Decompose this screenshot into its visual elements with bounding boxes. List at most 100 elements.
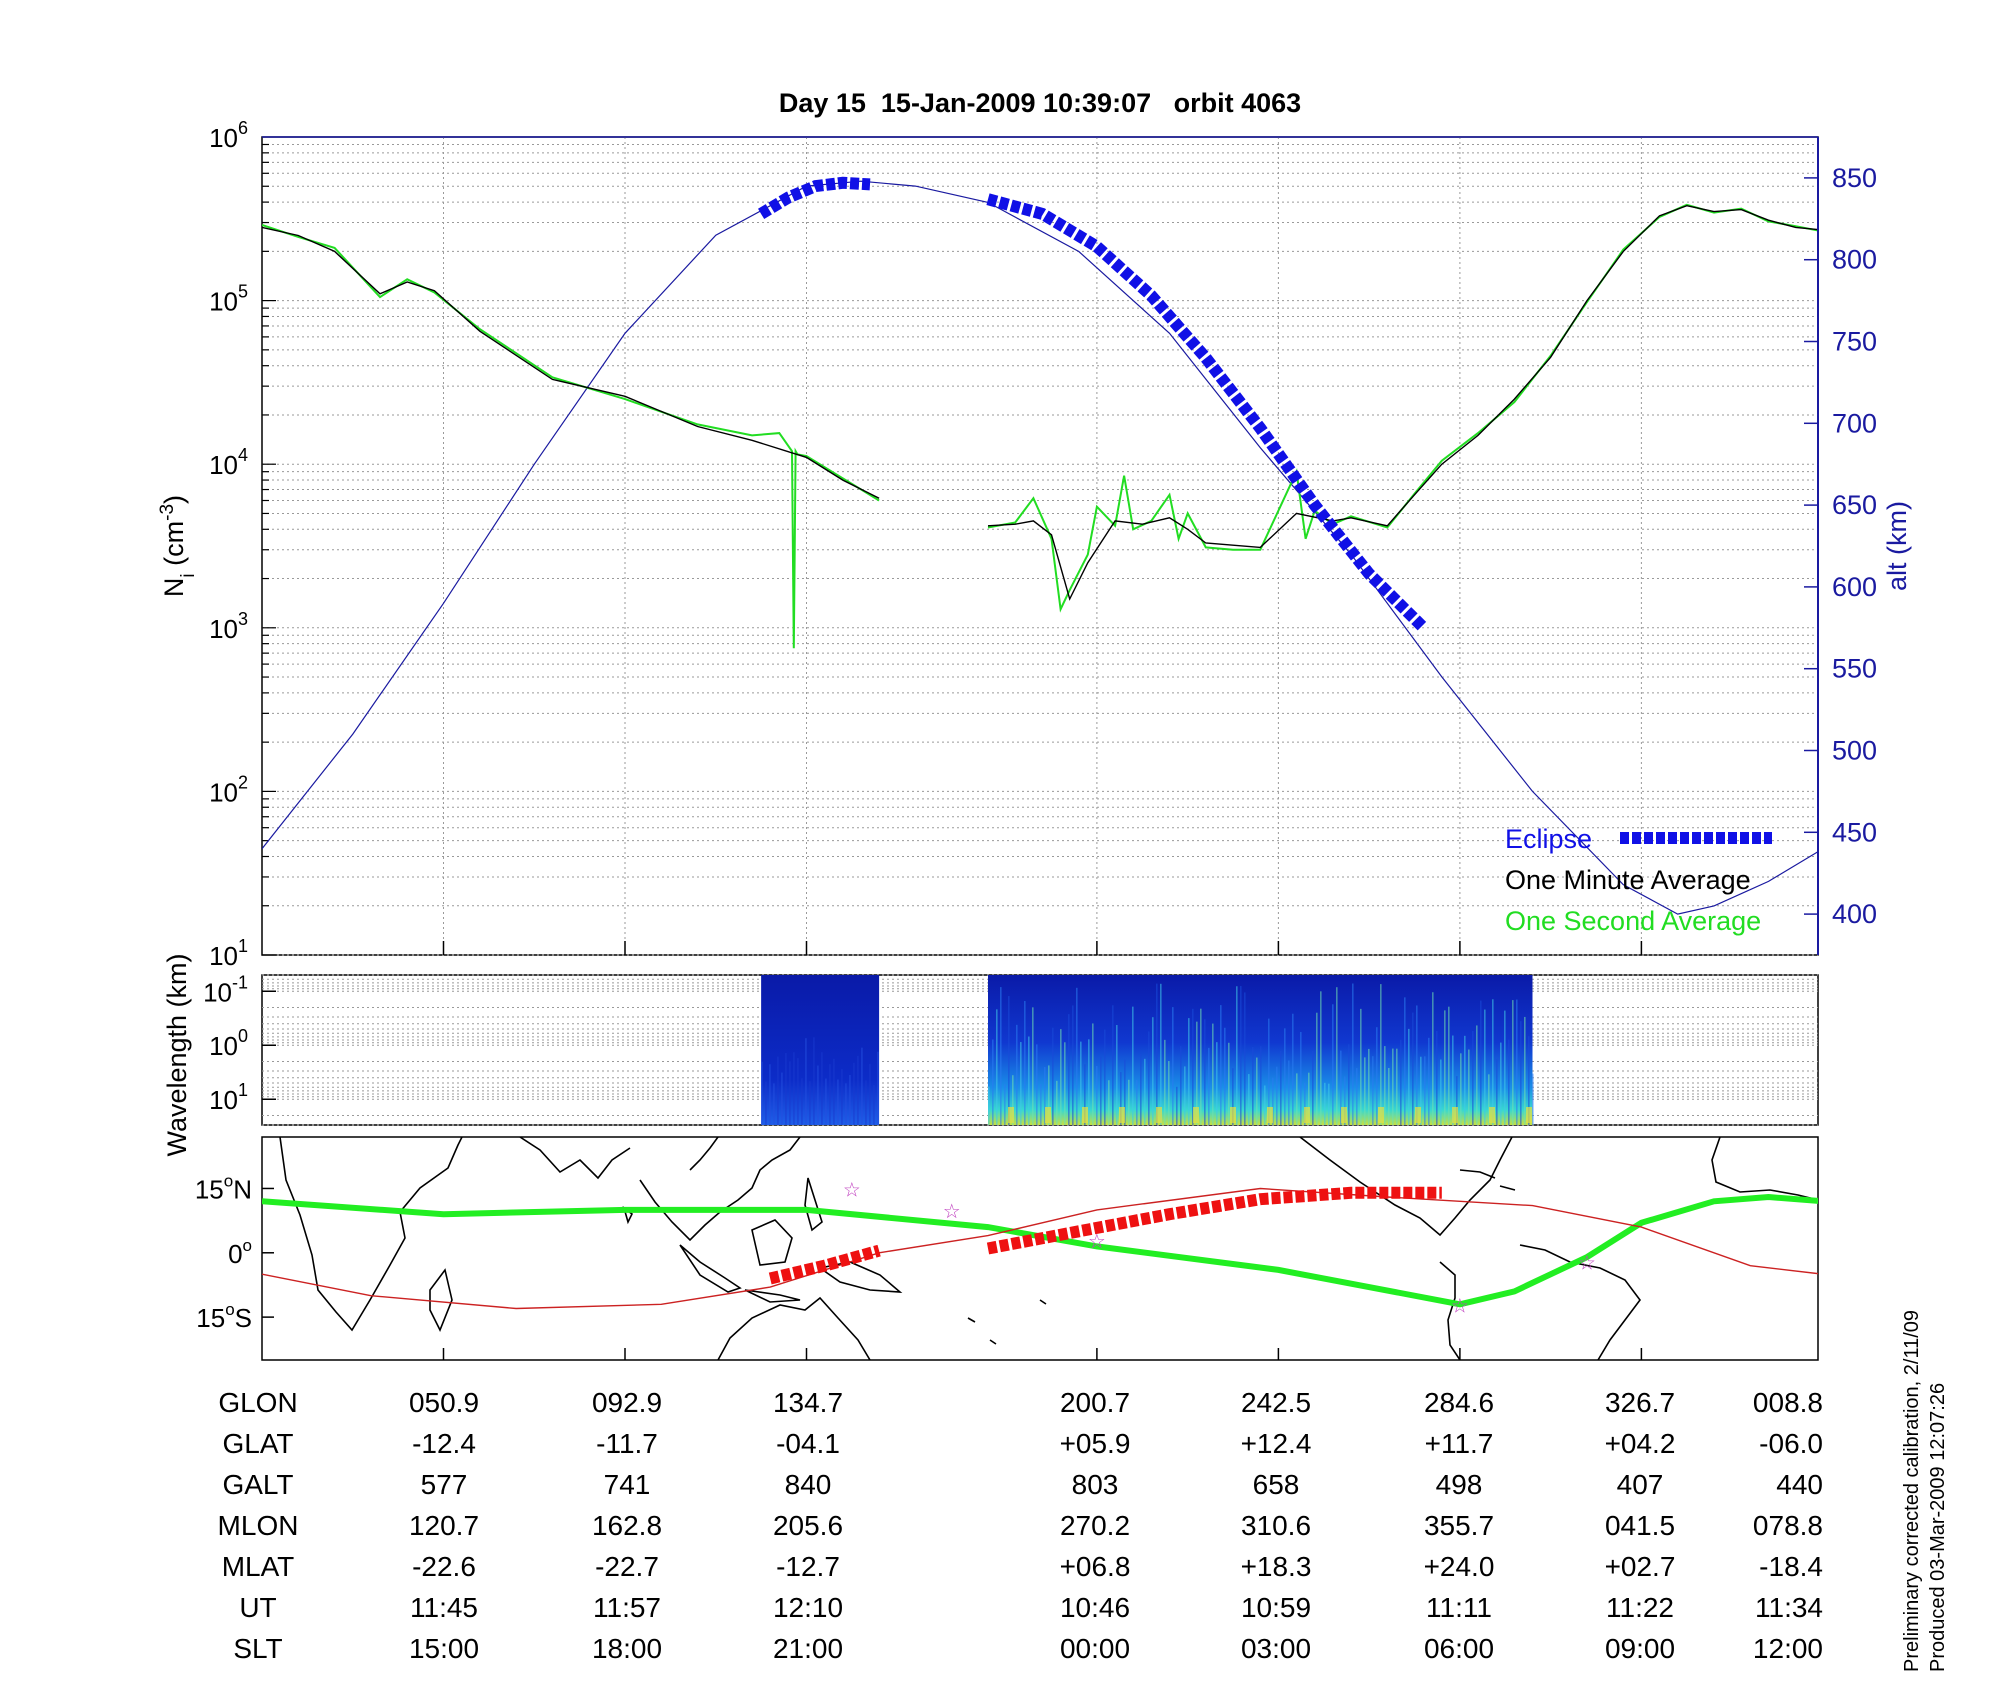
spectrogram-streak — [1188, 1018, 1190, 1125]
spectrogram-streak — [1408, 1028, 1410, 1125]
spectrogram-hot — [1045, 1107, 1051, 1123]
spectrogram-streak — [1048, 1065, 1050, 1125]
coast-australia — [717, 1296, 871, 1360]
alt-tick-label: 450 — [1832, 817, 1877, 847]
table-cell: 134.7 — [773, 1387, 843, 1418]
spectrogram-streak — [1120, 1072, 1122, 1125]
coast-seasia — [639, 1137, 801, 1242]
spectrogram-streak — [1216, 1042, 1218, 1125]
spectrogram-streak — [773, 1083, 775, 1125]
table-cell: -12.7 — [776, 1551, 840, 1582]
spectrogram-streak — [996, 1009, 998, 1125]
coast-south-america — [1439, 1244, 1641, 1360]
table-cell: 00:00 — [1060, 1633, 1130, 1664]
eclipse-track-segment — [768, 1244, 881, 1285]
spectrogram-streak — [785, 1052, 787, 1125]
spectrogram-streak — [1276, 1066, 1278, 1125]
spectrogram-hot — [1230, 1107, 1236, 1123]
spectrogram-streak — [1112, 1005, 1114, 1125]
spectrogram-streak — [1524, 1016, 1526, 1125]
table-cell: 200.7 — [1060, 1387, 1130, 1418]
spectrogram-streak — [1432, 992, 1434, 1125]
spectrogram-streak — [1512, 1000, 1514, 1125]
table-cell: 092.9 — [592, 1387, 662, 1418]
spectrogram-streak — [1224, 1027, 1226, 1125]
spectrogram-streak — [1532, 1073, 1534, 1125]
table-cell: -22.7 — [595, 1551, 659, 1582]
tick-base: 10 — [209, 1085, 238, 1115]
spectrogram-streak — [1312, 1051, 1314, 1125]
spectrogram-streak — [1160, 983, 1162, 1125]
spectrogram-streak — [1440, 1059, 1442, 1125]
one-minute-series — [262, 204, 1818, 601]
eclipse-series — [758, 176, 1428, 633]
eclipse-segment — [986, 193, 1428, 633]
spectrogram-streak — [1180, 1046, 1182, 1125]
spectrogram-streak — [877, 1051, 879, 1125]
coast-japan — [689, 1137, 719, 1171]
spectrogram-hot — [1193, 1107, 1199, 1123]
table-cell: 03:00 — [1241, 1633, 1311, 1664]
station-star: ☆ — [1578, 1252, 1596, 1274]
y-tick-label: 103 — [209, 609, 248, 644]
map-y-tick-label: 15oS — [196, 1300, 252, 1333]
table-cell: 10:46 — [1060, 1592, 1130, 1623]
spectrogram-streak — [1468, 1049, 1470, 1125]
tick-base: 10 — [209, 614, 238, 644]
spectrogram-streak — [1136, 1080, 1138, 1125]
altitude-line — [262, 180, 1818, 915]
tick-base: 10 — [209, 123, 238, 153]
spectrogram-streak — [841, 1069, 843, 1125]
alt-tick-label: 400 — [1832, 899, 1877, 929]
legend-eclipse-label: Eclipse — [1505, 824, 1592, 854]
spectrogram-streak — [1204, 1019, 1206, 1125]
spectrogram-streak — [1448, 1006, 1450, 1125]
spectrogram-streak — [1032, 1007, 1034, 1125]
table-cell: 050.9 — [409, 1387, 479, 1418]
lat-degrees: 15 — [196, 1303, 225, 1333]
spectrogram-streak — [1124, 1059, 1126, 1125]
spectrogram-streak — [1100, 1056, 1102, 1125]
spectrogram-streak — [813, 1037, 815, 1125]
spectrogram-streak — [1476, 1025, 1478, 1125]
spectrogram-streak — [1176, 1086, 1178, 1125]
coast-caribbean — [1459, 1169, 1516, 1191]
table-cell: 407 — [1617, 1469, 1664, 1500]
density-grid — [262, 143, 1818, 956]
spectrogram-streak — [821, 1052, 823, 1125]
coast-java — [744, 1289, 801, 1303]
coast-philippines — [804, 1177, 823, 1232]
alt-tick-label: 500 — [1832, 736, 1877, 766]
spectrogram-streak — [1080, 1041, 1082, 1125]
alt-tick-label: 800 — [1832, 245, 1877, 275]
coast-madagascar — [429, 1268, 453, 1332]
table-cell: 840 — [785, 1469, 832, 1500]
spectrogram-streak — [1004, 1084, 1006, 1125]
tick-exponent: 6 — [238, 118, 248, 138]
table-cell: -12.4 — [412, 1428, 476, 1459]
station-markers: ☆ ☆ ☆ ☆ ☆ — [843, 1179, 1596, 1317]
y-tick-label: 104 — [209, 445, 248, 480]
table-cell: -04.1 — [776, 1428, 840, 1459]
spectrogram-streak — [1148, 1031, 1150, 1125]
spectrogram-streak — [849, 1074, 851, 1125]
spectrogram-streak — [781, 1072, 783, 1125]
spectrogram-streak — [1044, 1066, 1046, 1125]
spectrogram-block — [761, 975, 880, 1125]
ground-tracks — [262, 1186, 1818, 1310]
spectrogram-streak — [1084, 1064, 1086, 1125]
table-cell: -11.7 — [596, 1428, 658, 1459]
spectrogram-streak — [1020, 1042, 1022, 1125]
table-row-label: SLT — [233, 1633, 282, 1664]
spectrogram-streak — [1060, 1029, 1062, 1125]
ylabel-sub: i — [178, 573, 199, 577]
spectrogram-streak — [1520, 1021, 1522, 1125]
spectrogram-streak — [1184, 1066, 1186, 1125]
spectrogram-streak — [1056, 1080, 1058, 1125]
table-cell: 355.7 — [1424, 1510, 1494, 1541]
spectrogram-streak — [1252, 1046, 1254, 1125]
tick-base: 10 — [209, 1031, 238, 1061]
table-cell: 21:00 — [773, 1633, 843, 1664]
